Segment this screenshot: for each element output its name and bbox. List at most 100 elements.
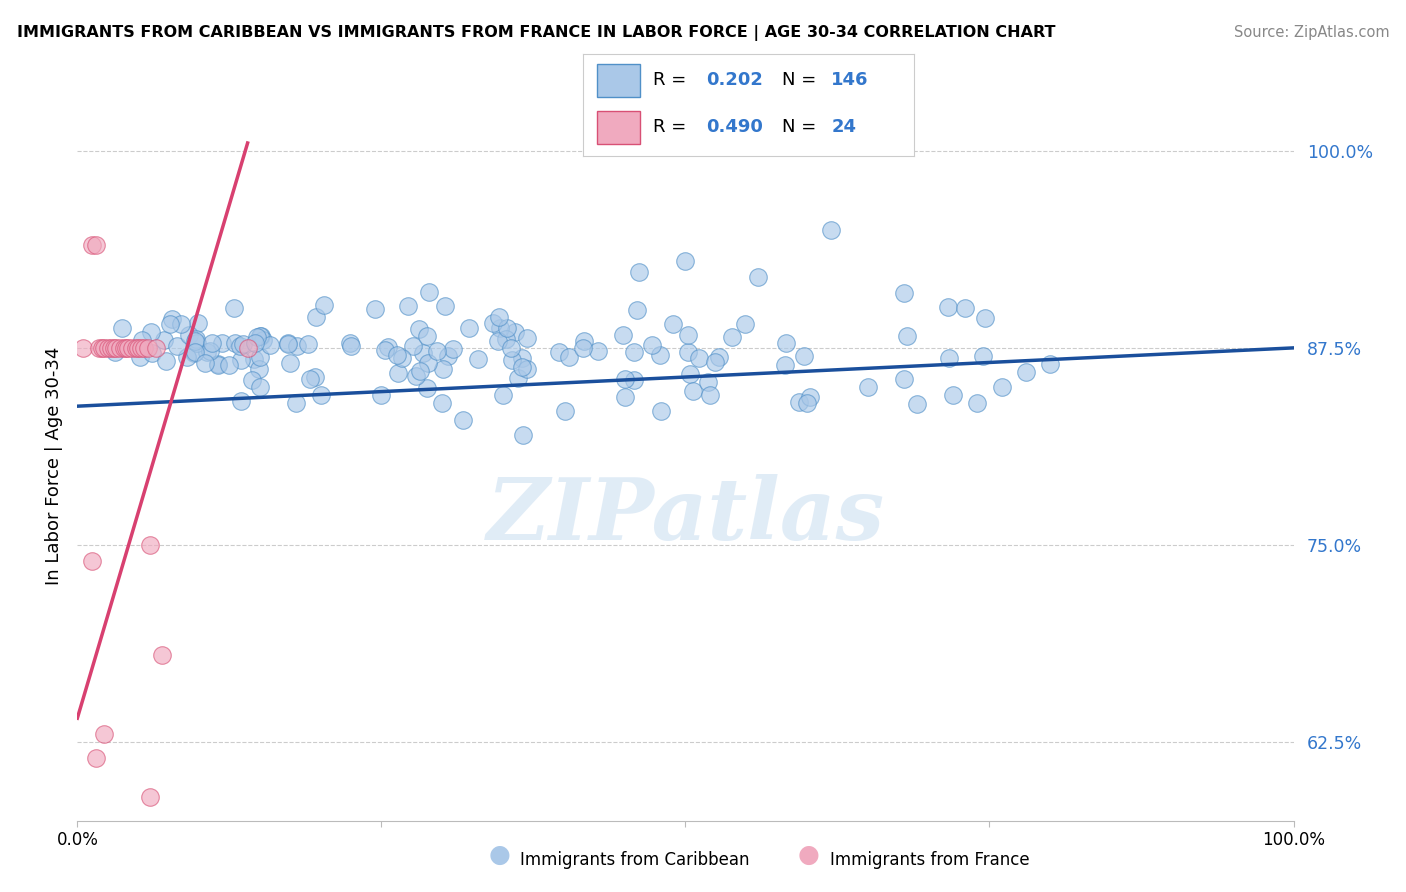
Point <box>387 367 409 381</box>
Point <box>90 341 112 355</box>
Point <box>243 335 266 350</box>
Point <box>467 351 489 366</box>
Point <box>374 343 396 357</box>
Point <box>707 350 730 364</box>
Point <box>285 338 308 352</box>
Point <box>972 349 994 363</box>
Point <box>613 372 636 386</box>
Point <box>623 345 645 359</box>
Point <box>402 339 425 353</box>
Point <box>508 370 530 384</box>
Point <box>127 341 149 355</box>
Point <box>159 317 181 331</box>
Point <box>339 336 361 351</box>
Point <box>370 388 392 402</box>
Point <box>489 321 512 335</box>
Point <box>412 346 434 360</box>
Text: IMMIGRANTS FROM CARIBBEAN VS IMMIGRANTS FROM FRANCE IN LABOR FORCE | AGE 30-34 C: IMMIGRANTS FROM CARIBBEAN VS IMMIGRANTS … <box>17 25 1056 41</box>
Point <box>787 395 810 409</box>
Point <box>510 351 533 365</box>
Point <box>84 750 107 764</box>
Point <box>145 341 167 355</box>
Point <box>773 358 796 372</box>
Point <box>121 341 143 355</box>
Point <box>554 404 576 418</box>
Point <box>207 357 229 371</box>
Point <box>211 336 233 351</box>
Point <box>418 285 440 299</box>
Point <box>187 316 209 330</box>
Point <box>415 381 437 395</box>
Text: 0.490: 0.490 <box>706 119 762 136</box>
Point <box>105 341 128 355</box>
Point <box>856 380 879 394</box>
Point <box>231 394 253 409</box>
Point <box>112 341 135 355</box>
Point <box>699 388 721 402</box>
Point <box>170 317 193 331</box>
Point <box>155 354 177 368</box>
Point <box>678 344 700 359</box>
Point <box>586 343 609 358</box>
Point <box>896 329 918 343</box>
Point <box>285 396 308 410</box>
Point <box>100 341 122 355</box>
Text: ●: ● <box>797 843 820 867</box>
Point <box>416 356 439 370</box>
Point <box>80 553 103 567</box>
Point <box>243 352 266 367</box>
Point <box>572 341 595 355</box>
Point <box>492 388 515 402</box>
Y-axis label: In Labor Force | Age 30-34: In Labor Force | Age 30-34 <box>45 347 63 585</box>
Point <box>481 317 503 331</box>
Point <box>176 350 198 364</box>
Point <box>488 310 510 324</box>
Point <box>893 372 915 386</box>
Point <box>966 396 988 410</box>
Point <box>166 339 188 353</box>
Point <box>183 346 205 360</box>
Point <box>451 413 474 427</box>
Point <box>184 334 207 348</box>
Text: 24: 24 <box>831 119 856 136</box>
Text: 0.202: 0.202 <box>706 71 762 89</box>
Point <box>675 254 697 268</box>
Point <box>80 238 103 252</box>
Point <box>430 396 453 410</box>
Point <box>129 350 152 364</box>
Point <box>441 342 464 356</box>
Point <box>697 375 720 389</box>
Point <box>387 348 409 362</box>
Point <box>547 345 569 359</box>
Point <box>682 384 704 399</box>
Point <box>177 328 200 343</box>
Point <box>364 301 387 316</box>
Text: Immigrants from France: Immigrants from France <box>830 851 1029 869</box>
Point <box>793 349 815 363</box>
Point <box>650 404 672 418</box>
Point <box>425 344 447 359</box>
Point <box>129 341 152 355</box>
Point <box>277 337 299 351</box>
Point <box>184 344 207 359</box>
Point <box>662 318 685 332</box>
Point <box>799 390 821 404</box>
Point <box>391 351 413 365</box>
Point <box>942 388 965 402</box>
Text: R =: R = <box>652 71 692 89</box>
Point <box>501 341 523 355</box>
Point <box>232 337 254 351</box>
Point <box>278 356 301 370</box>
Point <box>312 298 335 312</box>
Point <box>747 269 769 284</box>
Point <box>184 332 207 346</box>
Point <box>249 329 271 343</box>
Point <box>252 333 274 347</box>
Point <box>224 335 246 350</box>
Point <box>84 238 107 252</box>
Text: N =: N = <box>782 119 821 136</box>
Point <box>436 349 458 363</box>
Point <box>198 344 221 359</box>
Point <box>97 341 120 355</box>
Point <box>139 789 162 804</box>
